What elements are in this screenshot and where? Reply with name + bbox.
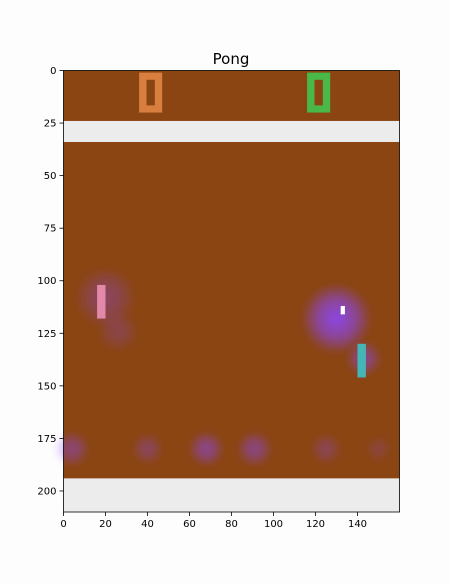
y-tick-label: 125 [37,329,56,340]
x-tick-label: 20 [99,519,112,530]
x-tick-label: 40 [141,519,154,530]
ball [340,305,345,315]
x-tick-label: 60 [183,519,196,530]
y-tick-label: 150 [37,381,56,392]
game-frame [54,70,400,513]
x-tick-label: 140 [348,519,367,530]
top-wall [63,120,400,142]
right-paddle [357,343,366,378]
y-tick-label: 175 [37,434,56,445]
figure-title: Pong [213,50,250,68]
y-axis: 0 25 50 75 100 125 150 175 200 [37,66,64,497]
x-tick-label: 0 [60,519,66,530]
heat-spot [365,436,392,462]
left-score-digit [139,72,163,113]
heat-spot [132,433,163,465]
bottom-wall [63,478,400,512]
heat-spot [236,431,273,467]
heat-spot [301,283,372,354]
heat-spot [54,431,90,467]
y-tick-label: 75 [44,224,57,235]
right-score-hole [314,79,323,106]
x-tick-label: 80 [225,519,238,530]
y-tick-label: 100 [37,276,56,287]
y-tick-label: 50 [44,171,57,182]
heat-spot [310,433,342,465]
y-tick-label: 0 [50,66,56,77]
left-score-hole [146,79,155,106]
heat-spot [188,431,224,467]
left-paddle [97,284,106,319]
y-tick-label: 200 [37,486,56,497]
x-tick-label: 120 [306,519,325,530]
y-tick-label: 25 [44,119,57,130]
heat-spot [97,311,139,352]
right-score-digit [307,72,331,113]
x-tick-label: 100 [264,519,283,530]
x-axis: 0 20 40 60 80 100 120 140 [60,512,367,530]
attention-heatmap [54,267,392,467]
